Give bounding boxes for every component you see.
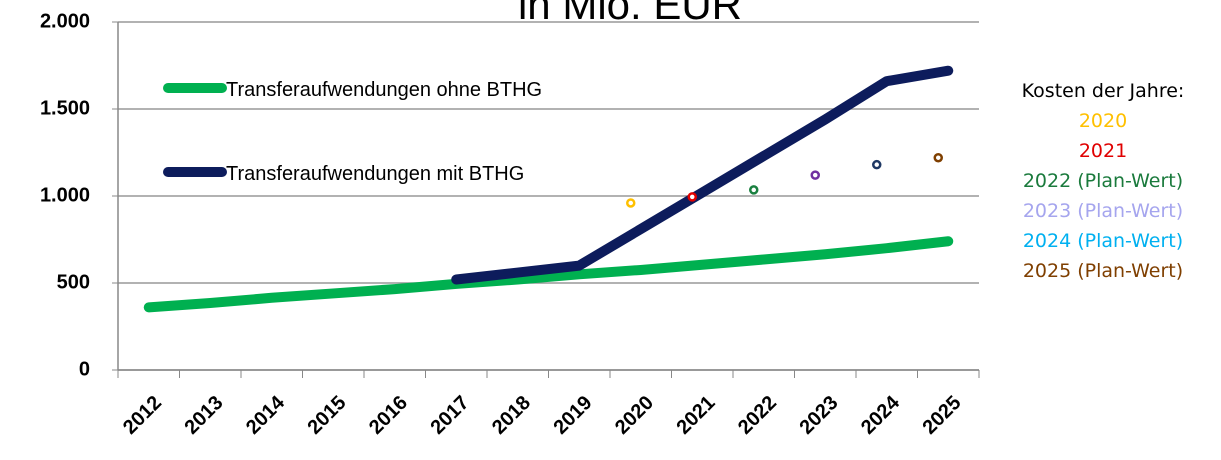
x-tick-label: 2021 <box>672 392 719 439</box>
x-tick-label: 2023 <box>795 392 842 439</box>
costs-title: Kosten der Jahre: <box>1021 80 1185 102</box>
chart-title: in Mio. EUR <box>518 0 742 28</box>
cost-point <box>626 198 636 208</box>
cost-point <box>872 159 882 170</box>
legend-label: Transferaufwendungen ohne BTHG <box>226 79 543 101</box>
cost-label: 2024 (Plan-Wert) <box>1022 230 1184 252</box>
x-tick-label: 2022 <box>734 392 781 439</box>
x-tick-label: 2024 <box>857 391 905 439</box>
y-tick-label: 2.000 <box>40 10 90 32</box>
cost-point <box>810 170 820 180</box>
x-tick-label: 2019 <box>549 392 596 439</box>
x-tick-label: 2025 <box>918 392 965 439</box>
x-tick-label: 2015 <box>303 392 350 439</box>
cost-point <box>933 152 943 163</box>
legend-label: Transferaufwendungen mit BTHG <box>226 163 525 185</box>
x-tick-label: 2014 <box>242 391 290 439</box>
x-tick-label: 2013 <box>180 392 227 439</box>
x-tick-label: 2020 <box>611 392 658 439</box>
cost-label: 2025 (Plan-Wert) <box>1022 260 1184 282</box>
cost-label: 2023 (Plan-Wert) <box>1022 200 1184 222</box>
y-tick-label: 1.000 <box>40 184 90 206</box>
y-tick-label: 500 <box>57 271 90 293</box>
x-tick-label: 2016 <box>365 392 412 439</box>
cost-label: 2020 <box>1078 110 1128 132</box>
x-tick-label: 2017 <box>426 392 473 439</box>
costs-legend: Kosten der Jahre: 2020 2021 2022 (Plan-Wer… <box>985 76 1221 286</box>
y-tick-label: 0 <box>79 358 90 380</box>
y-tick-label: 1.500 <box>40 97 90 119</box>
series-line <box>143 236 954 313</box>
cost-label: 2022 (Plan-Wert) <box>1022 170 1184 192</box>
x-tick-label: 2012 <box>119 392 166 439</box>
cost-label: 2021 <box>1078 140 1128 162</box>
series-line <box>451 65 954 285</box>
x-tick-label: 2018 <box>488 392 535 439</box>
cost-point <box>687 192 697 202</box>
cost-point <box>749 185 759 195</box>
